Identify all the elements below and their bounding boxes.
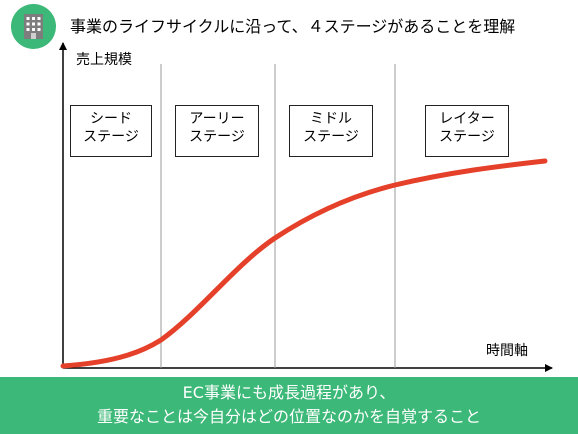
summary-line-2: 重要なことは今自分はどの位置なのかを自覚すること	[96, 407, 481, 426]
growth-curve	[60, 158, 548, 369]
stage-suffix: ステージ	[189, 129, 245, 145]
stage-box-early: アーリー ステージ	[175, 105, 259, 157]
stage-suffix: ステージ	[439, 129, 495, 145]
page-title: 事業のライフサイクルに沿って、４ステージがあることを理解	[70, 17, 516, 36]
building-icon	[11, 4, 56, 49]
y-axis-label: 売上規模	[76, 52, 132, 68]
stage-name: レイター	[439, 111, 495, 127]
stage-name: ミドル	[310, 111, 352, 127]
summary-line-1: EC事業にも成長過程があり、	[182, 383, 396, 402]
stage-name: アーリー	[189, 111, 245, 127]
stage-box-seed: シード ステージ	[70, 105, 152, 157]
x-axis-label: 時間軸	[486, 343, 528, 359]
stage-box-later: レイター ステージ	[425, 105, 509, 157]
stage-name: シード	[90, 111, 132, 127]
summary-banner: EC事業にも成長過程があり、 重要なことは今自分はどの位置なのかを自覚すること	[0, 377, 578, 434]
stage-suffix: ステージ	[303, 129, 359, 145]
stage-suffix: ステージ	[83, 129, 139, 145]
stage-box-middle: ミドル ステージ	[289, 105, 373, 157]
